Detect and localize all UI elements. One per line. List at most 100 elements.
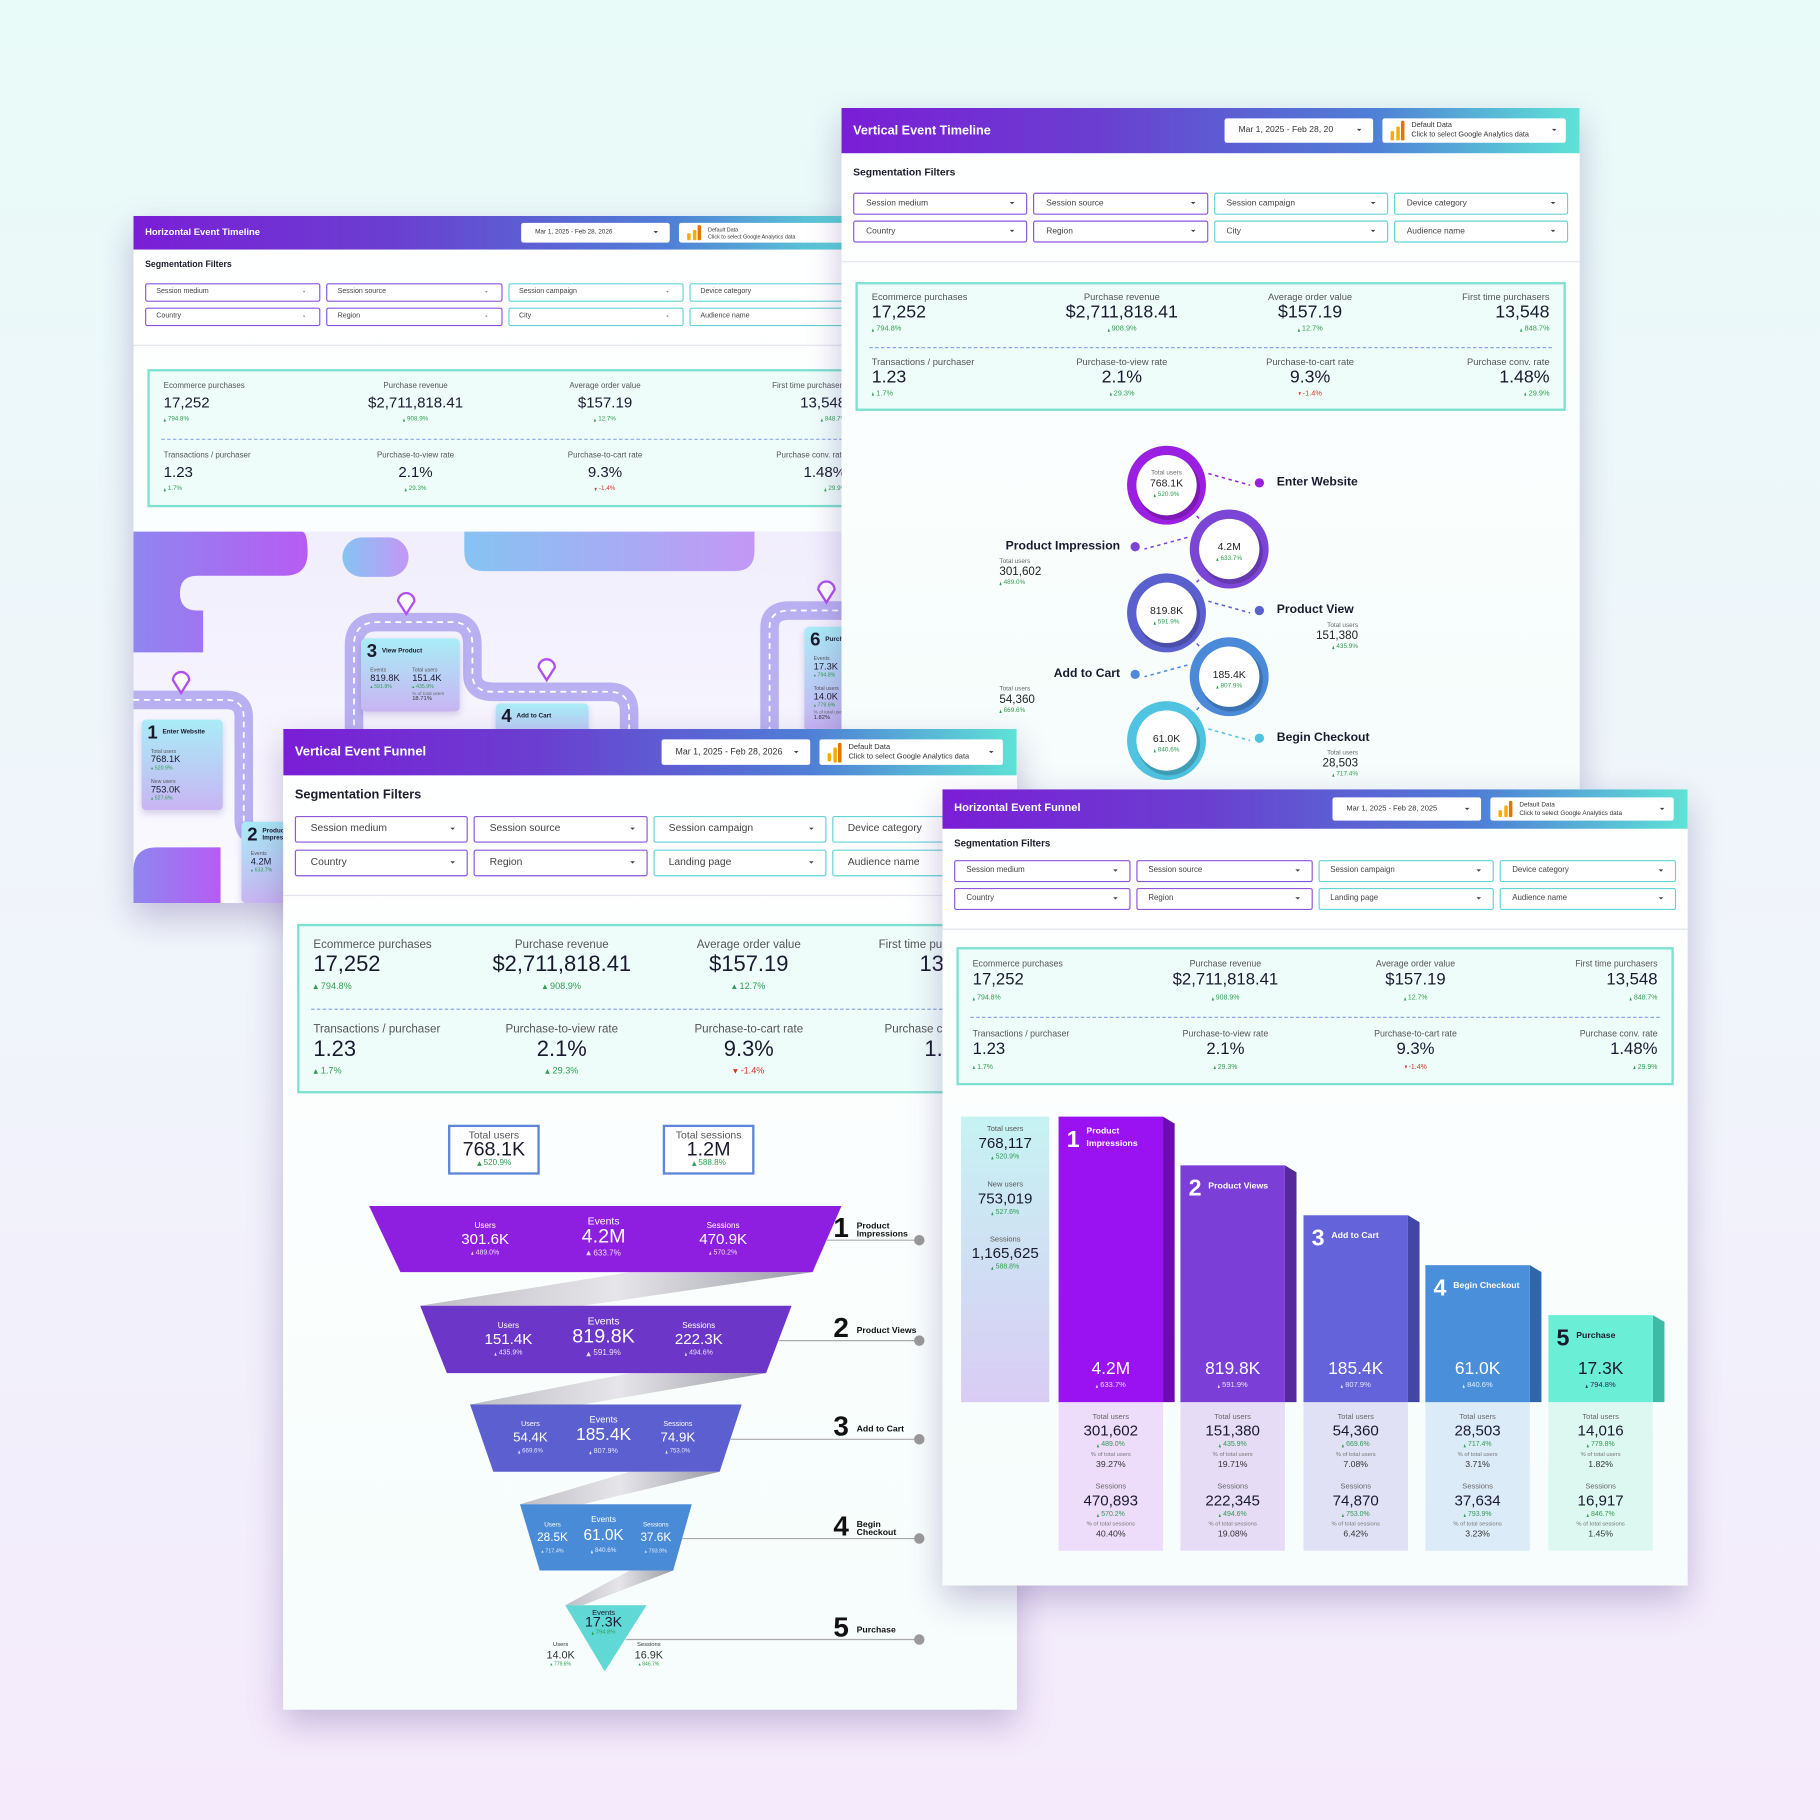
- change-arrow: [313, 1069, 319, 1074]
- filter-dropdown[interactable]: Country: [853, 220, 1028, 243]
- change-value: 591.9%: [1157, 618, 1180, 626]
- data-source-hint: Click to select Google Analytics data: [1519, 809, 1622, 817]
- date-range-picker[interactable]: Mar 1, 2025 - Feb 28, 2025: [1332, 797, 1482, 821]
- row-label: Total users: [1214, 1413, 1251, 1422]
- filter-dropdown[interactable]: Country: [145, 307, 321, 327]
- filter-dropdown[interactable]: Session campaign: [1213, 192, 1388, 215]
- filter-dropdown[interactable]: Session source: [326, 283, 503, 302]
- filter-dropdown[interactable]: City: [1213, 220, 1388, 243]
- change-arrow: [1153, 621, 1156, 626]
- stat-label: Events: [813, 655, 830, 662]
- funnel-connector: [470, 1373, 767, 1405]
- filter-dropdown[interactable]: Session source: [1136, 860, 1313, 883]
- change-indicator: 588.8%: [991, 1264, 1019, 1271]
- stage-value: 61.0K: [1454, 1358, 1501, 1379]
- filter-dropdown[interactable]: Session campaign: [507, 283, 684, 302]
- change-value: 669.6%: [1346, 1441, 1370, 1449]
- filter-dropdown[interactable]: Session source: [473, 815, 648, 843]
- filter-dropdown[interactable]: Audience name: [1393, 220, 1569, 243]
- data-source-hint: Click to select Google Analytics data: [1411, 130, 1529, 139]
- dropdown-caret: [484, 290, 487, 293]
- change-indicator: 29.3%: [1109, 389, 1135, 397]
- change-indicator: 29.3%: [404, 485, 427, 492]
- panel-title: Horizontal Event Funnel: [954, 801, 1081, 815]
- filter-dropdown[interactable]: Session medium: [853, 192, 1028, 215]
- stage-bar: [1180, 1165, 1285, 1403]
- filter-dropdown[interactable]: Device category: [689, 283, 865, 302]
- filter-dropdown[interactable]: Session campaign: [652, 815, 827, 843]
- row-share-label: % of total users: [1457, 1451, 1498, 1459]
- kpi-value: 13,548: [800, 393, 847, 411]
- change-value: 588.8%: [698, 1158, 726, 1168]
- filter-dropdown[interactable]: Region: [1033, 220, 1208, 243]
- filter-dropdown[interactable]: Audience name: [689, 307, 865, 327]
- kpi-label: Purchase revenue: [514, 938, 609, 952]
- dropdown-caret: [665, 290, 669, 293]
- change-indicator: 588.8%: [691, 1159, 726, 1167]
- filter-dropdown[interactable]: Session medium: [145, 283, 321, 302]
- filter-dropdown[interactable]: Audience name: [1499, 887, 1677, 910]
- change-indicator: 435.9%: [494, 1350, 522, 1357]
- filter-dropdown[interactable]: Country: [954, 887, 1131, 910]
- data-source-picker[interactable]: Default Data Click to select Google Analy…: [679, 223, 863, 243]
- panel-header: Vertical Event Funnel Mar 1, 2025 - Feb 2…: [283, 728, 1017, 776]
- filter-dropdown[interactable]: Region: [326, 307, 503, 327]
- filter-dropdown[interactable]: Device category: [1499, 860, 1677, 883]
- filter-dropdown[interactable]: Landing page: [1317, 887, 1495, 910]
- row-share: 7.08%: [1343, 1458, 1369, 1470]
- change-indicator: 591.9%: [1153, 618, 1180, 626]
- filter-dropdown[interactable]: Region: [473, 849, 648, 877]
- dropdown-caret: [1551, 128, 1557, 132]
- kpi-box: [855, 282, 1566, 411]
- change-indicator: 846.7%: [638, 1661, 659, 1667]
- change-value: 669.6%: [522, 1447, 543, 1455]
- filter-dropdown[interactable]: Session campaign: [1317, 860, 1495, 883]
- dropdown-caret: [1658, 869, 1664, 872]
- filter-dropdown[interactable]: Session medium: [954, 860, 1131, 883]
- change-value: 807.9%: [1220, 682, 1243, 690]
- filter-label: Country: [310, 855, 347, 868]
- change-indicator: 633.7%: [586, 1249, 621, 1257]
- data-source-title: Default Data: [1519, 801, 1555, 809]
- filter-dropdown[interactable]: Country: [294, 849, 469, 877]
- row-label: Total users: [1459, 1413, 1496, 1422]
- change-arrow: [586, 1250, 591, 1256]
- filter-dropdown[interactable]: Landing page: [652, 849, 827, 877]
- date-range-picker[interactable]: Mar 1, 2025 - Feb 28, 20: [1224, 117, 1374, 144]
- change-arrow: [1403, 996, 1406, 1000]
- filter-dropdown[interactable]: Device category: [1393, 192, 1569, 215]
- data-source-picker[interactable]: Default Data Click to select Google Analy…: [1382, 117, 1566, 144]
- total-label: Sessions: [989, 1235, 1021, 1244]
- section-divider: [133, 344, 877, 346]
- kpi-value: 9.3%: [723, 1036, 774, 1062]
- change-arrow: [709, 1251, 712, 1255]
- change-arrow: [972, 1065, 975, 1070]
- change-arrow: [163, 487, 166, 492]
- filter-label: Session source: [1046, 197, 1104, 208]
- stage-metric-value: 37.6K: [640, 1530, 672, 1544]
- date-range-picker[interactable]: Mar 1, 2025 - Feb 28, 2026: [521, 223, 670, 243]
- change-value: 717.4%: [545, 1547, 564, 1554]
- stage-bar: [1548, 1315, 1653, 1403]
- change-arrow: [665, 1450, 668, 1454]
- data-source-picker[interactable]: Default Data Click to select Google Analy…: [819, 739, 1003, 766]
- filter-dropdown[interactable]: Region: [1136, 887, 1313, 910]
- change-value: 588.8%: [995, 1264, 1020, 1271]
- change-value: 591.9%: [1222, 1380, 1248, 1390]
- kpi-label: Purchase-to-cart rate: [1266, 356, 1355, 368]
- change-value: 848.7%: [824, 415, 847, 423]
- decoration-layer: [1058, 1116, 1665, 1551]
- change-arrow: [1341, 1443, 1345, 1447]
- kpi-label: Average order value: [1375, 959, 1456, 970]
- data-source-picker[interactable]: Default Data Click to select Google Analy…: [1490, 797, 1674, 821]
- change-value: 489.0%: [475, 1249, 500, 1257]
- dropdown-caret: [1550, 201, 1556, 205]
- change-arrow: [1297, 327, 1300, 332]
- change-arrow: [1217, 1384, 1220, 1388]
- filter-dropdown[interactable]: Session medium: [294, 815, 469, 843]
- date-range-picker[interactable]: Mar 1, 2025 - Feb 28, 2026: [661, 739, 811, 766]
- filter-dropdown[interactable]: City: [507, 307, 684, 327]
- filter-dropdown[interactable]: Session source: [1033, 192, 1208, 215]
- change-arrow: [518, 1450, 521, 1454]
- change-arrow: [991, 1265, 994, 1270]
